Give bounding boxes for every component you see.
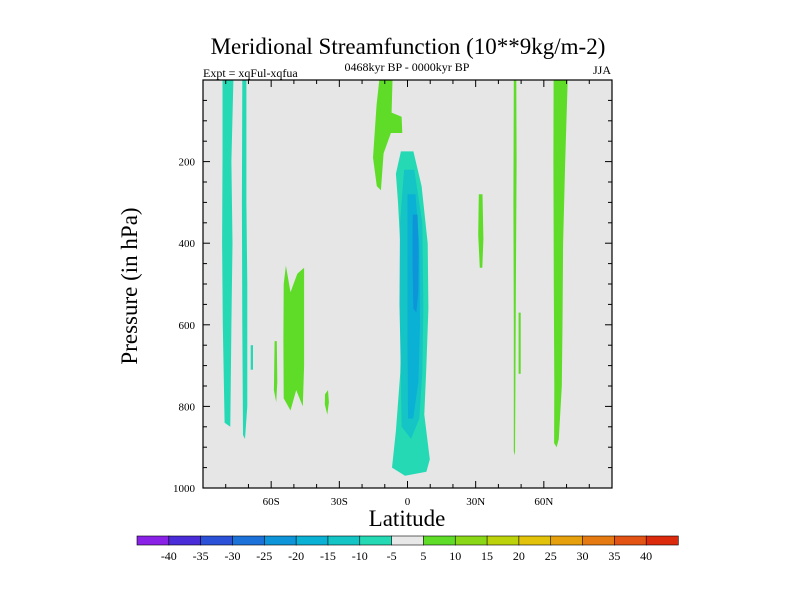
colorbar-label: -20 xyxy=(288,549,304,563)
colorbar-label: 10 xyxy=(449,549,461,563)
colorbar-label: -5 xyxy=(387,549,397,563)
colorbar-swatch xyxy=(359,535,393,546)
y-tick-label: 1000 xyxy=(173,483,196,495)
colorbar-label: 15 xyxy=(481,549,493,563)
x-tick-label: 60N xyxy=(534,496,553,508)
colorbar-swatch xyxy=(614,535,647,546)
experiment-label: Expt = xqFul-xqfua xyxy=(203,66,298,80)
y-tick-label: 600 xyxy=(179,320,196,332)
colorbar-swatch xyxy=(550,535,584,546)
contour-teal-band-60s-west xyxy=(222,80,234,427)
colorbar-swatch xyxy=(518,535,552,546)
colorbar-swatch xyxy=(327,535,361,546)
y-tick-label: 400 xyxy=(179,238,196,250)
contour-green-sliver-50s xyxy=(273,341,278,403)
period-label: 0468kyr BP - 0000kyr BP xyxy=(345,60,470,74)
colorbar-swatch xyxy=(645,535,679,546)
contour-teal-thin-55s xyxy=(241,80,248,439)
contour-green-dot-28s xyxy=(324,390,329,415)
colorbar-label: -25 xyxy=(256,549,272,563)
colorbar-swatch xyxy=(454,535,488,546)
colorbar-swatch xyxy=(136,535,170,546)
plot-frame xyxy=(202,79,613,489)
colorbar-label: -40 xyxy=(161,549,177,563)
contour-blue-core-inner xyxy=(412,214,419,313)
colorbar: -40 -35 -30 -25 -20 -15 -10 -5 5 10 15 20 25 30 35 40 xyxy=(136,535,679,563)
colorbar-swatch xyxy=(582,535,615,546)
y-axis-label: Pressure (in hPa) xyxy=(117,207,142,364)
colorbar-swatch xyxy=(486,535,520,546)
y-tick-label: 800 xyxy=(179,401,196,413)
colorbar-swatch xyxy=(168,535,202,546)
colorbar-label: 20 xyxy=(513,549,525,563)
contour-green-30n xyxy=(478,194,484,268)
x-tick-label: 30S xyxy=(331,496,348,508)
contour-green-thin-45n xyxy=(513,80,517,456)
colorbar-label: -10 xyxy=(352,549,368,563)
contour-green-sliver-47n xyxy=(518,312,521,374)
colorbar-label: 25 xyxy=(545,549,557,563)
colorbar-label: 35 xyxy=(608,549,620,563)
colorbar-swatch xyxy=(200,535,234,546)
x-tick-label: 60S xyxy=(263,496,280,508)
x-tick-label: 0 xyxy=(405,496,411,508)
colorbar-label: 30 xyxy=(577,549,589,563)
colorbar-label: -30 xyxy=(224,549,240,563)
contour-teal-sliver-58s xyxy=(250,345,253,370)
y-tick-label: 200 xyxy=(179,157,196,169)
colorbar-swatch xyxy=(232,535,265,546)
colorbar-swatch xyxy=(423,535,456,546)
colorbar-label: 5 xyxy=(420,549,426,563)
colorbar-label: -35 xyxy=(193,549,209,563)
chart-title: Meridional Streamfunction (10**9kg/m-2) xyxy=(211,34,606,59)
colorbar-swatch xyxy=(295,535,329,546)
colorbar-label: 40 xyxy=(640,549,652,563)
axis-ticks: 60S 30S 0 30N 60N 200 400 600 800 1000 xyxy=(173,80,613,508)
x-tick-label: 30N xyxy=(466,496,485,508)
season-label: JJA xyxy=(593,63,611,77)
colorbar-swatch xyxy=(263,535,297,546)
x-axis-label: Latitude xyxy=(369,506,446,531)
contour-green-arm-top xyxy=(373,80,403,191)
colorbar-label: -15 xyxy=(320,549,336,563)
contour-regions xyxy=(222,80,568,476)
contour-green-blob-45s xyxy=(283,265,305,411)
contour-green-60n xyxy=(553,80,568,448)
colorbar-swatch xyxy=(391,535,425,546)
